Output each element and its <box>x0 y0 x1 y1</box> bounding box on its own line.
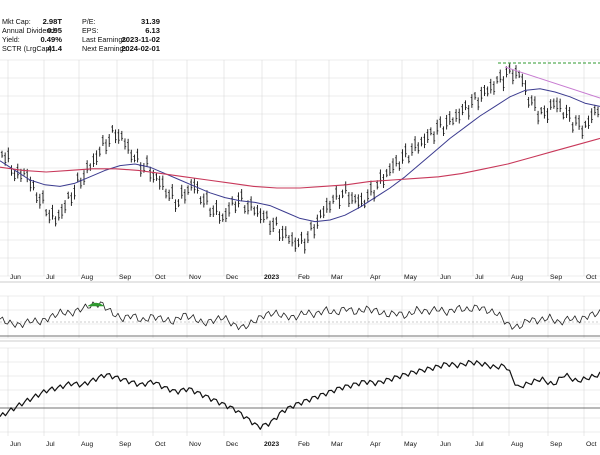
x-tick-label: Nov <box>189 441 202 448</box>
x-tick-label: Sep <box>550 274 562 281</box>
x-tick-label: Mar <box>331 274 343 281</box>
breadth-line <box>0 359 600 430</box>
x-tick-label: Oct <box>155 274 166 281</box>
x-tick-label: Jul <box>46 274 55 281</box>
stat-value: 2024-02-01 <box>121 44 161 53</box>
x-tick-label: Apr <box>370 441 381 448</box>
chart-grid <box>0 59 600 436</box>
trendline <box>504 66 600 99</box>
stat-value: 6.13 <box>145 26 160 35</box>
stat-value: 31.39 <box>141 17 160 26</box>
x-axis-ticks: Jun Jul Aug Sep Oct Nov Dec 2023 Feb Mar Apr May Jun… <box>10 274 597 448</box>
x-tick-label: Aug <box>511 441 523 448</box>
x-tick-label: Aug <box>81 274 93 281</box>
x-tick-label: Sep <box>119 274 131 281</box>
x-tick-label: Sep <box>119 441 131 448</box>
x-tick-label: Oct <box>155 441 166 448</box>
x-tick-label: May <box>404 274 417 281</box>
stat-label: Yield: <box>2 35 20 44</box>
stat-label: P/E: <box>82 17 96 26</box>
x-tick-label: Aug <box>511 274 523 281</box>
stat-value: 41.4 <box>47 44 63 53</box>
x-tick-label: 2023 <box>264 441 279 448</box>
stat-label: Annual Dividend: <box>2 26 56 35</box>
moving-average-slow <box>0 137 600 189</box>
x-tick-label: Aug <box>81 441 93 448</box>
x-tick-label: Jun <box>440 274 451 281</box>
stat-value: 0.95 <box>47 26 63 35</box>
x-tick-label: May <box>404 441 417 448</box>
stat-label: Mkt Cap: <box>2 17 31 26</box>
rsi-overbought-fill <box>87 302 105 307</box>
x-tick-label: Jul <box>475 274 484 281</box>
x-tick-label: Apr <box>370 274 381 281</box>
moving-average-fast <box>0 88 600 223</box>
x-tick-label: Oct <box>586 441 597 448</box>
x-tick-label: Jul <box>46 441 55 448</box>
x-tick-label: Oct <box>586 274 597 281</box>
stat-label: EPS: <box>82 26 98 35</box>
stat-value: 2023-11-02 <box>122 35 160 44</box>
x-tick-label: Jun <box>10 441 21 448</box>
stats-header: Mkt Cap: 2.98T Annual Dividend: 0.95 Yie… <box>2 17 161 53</box>
x-tick-label: Nov <box>189 274 202 281</box>
stat-label: Next Earnings: <box>82 44 129 53</box>
rsi-line <box>0 301 600 331</box>
stat-label: Last Earnings: <box>82 35 128 44</box>
x-tick-label: Sep <box>550 441 562 448</box>
stat-value: 0.49% <box>40 35 62 44</box>
x-tick-label: 2023 <box>264 274 279 281</box>
x-tick-label: Feb <box>298 274 310 281</box>
chart-marks <box>0 62 600 430</box>
x-tick-label: Mar <box>331 441 343 448</box>
stat-value: 2.98T <box>43 17 63 26</box>
x-tick-label: Dec <box>226 441 239 448</box>
x-tick-label: Jun <box>10 274 21 281</box>
x-tick-label: Feb <box>298 441 310 448</box>
stat-label: SCTR (LrgCap): <box>2 44 54 53</box>
x-tick-label: Jul <box>475 441 484 448</box>
x-tick-label: Dec <box>226 274 239 281</box>
x-tick-label: Jun <box>440 441 451 448</box>
